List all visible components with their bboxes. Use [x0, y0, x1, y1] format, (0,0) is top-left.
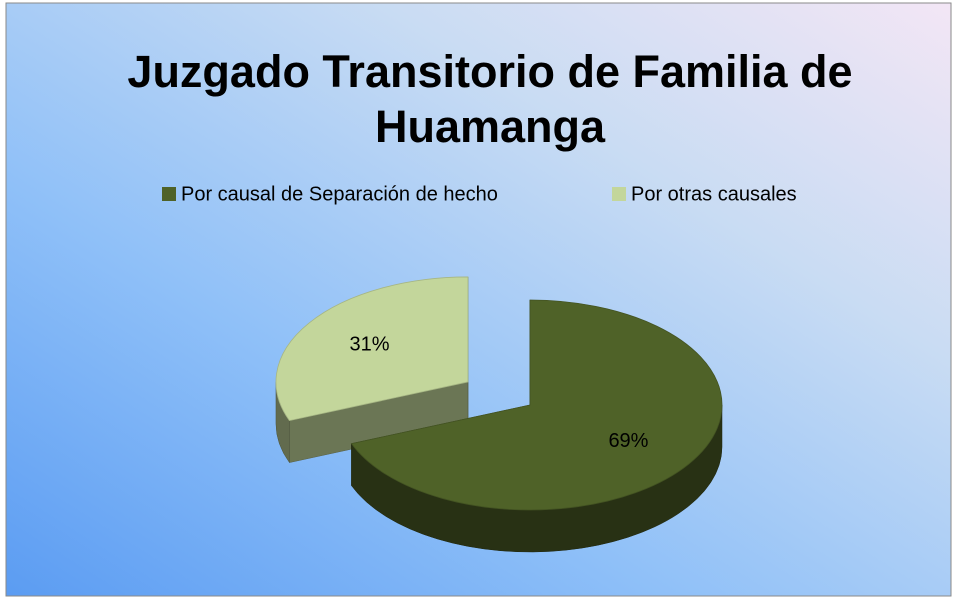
legend-swatch: [162, 187, 176, 201]
legend-label: Por causal de Separación de hecho: [181, 183, 498, 205]
chart-title: Huamanga: [375, 101, 606, 152]
slice: [275, 276, 469, 422]
data-label: 31%: [349, 334, 389, 356]
chart-title: Juzgado Transitorio de Familia de: [127, 46, 852, 97]
data-label: 69%: [608, 430, 648, 452]
legend-label: Por otras causales: [631, 183, 797, 205]
slice: [350, 299, 723, 511]
legend-swatch: [612, 187, 626, 201]
